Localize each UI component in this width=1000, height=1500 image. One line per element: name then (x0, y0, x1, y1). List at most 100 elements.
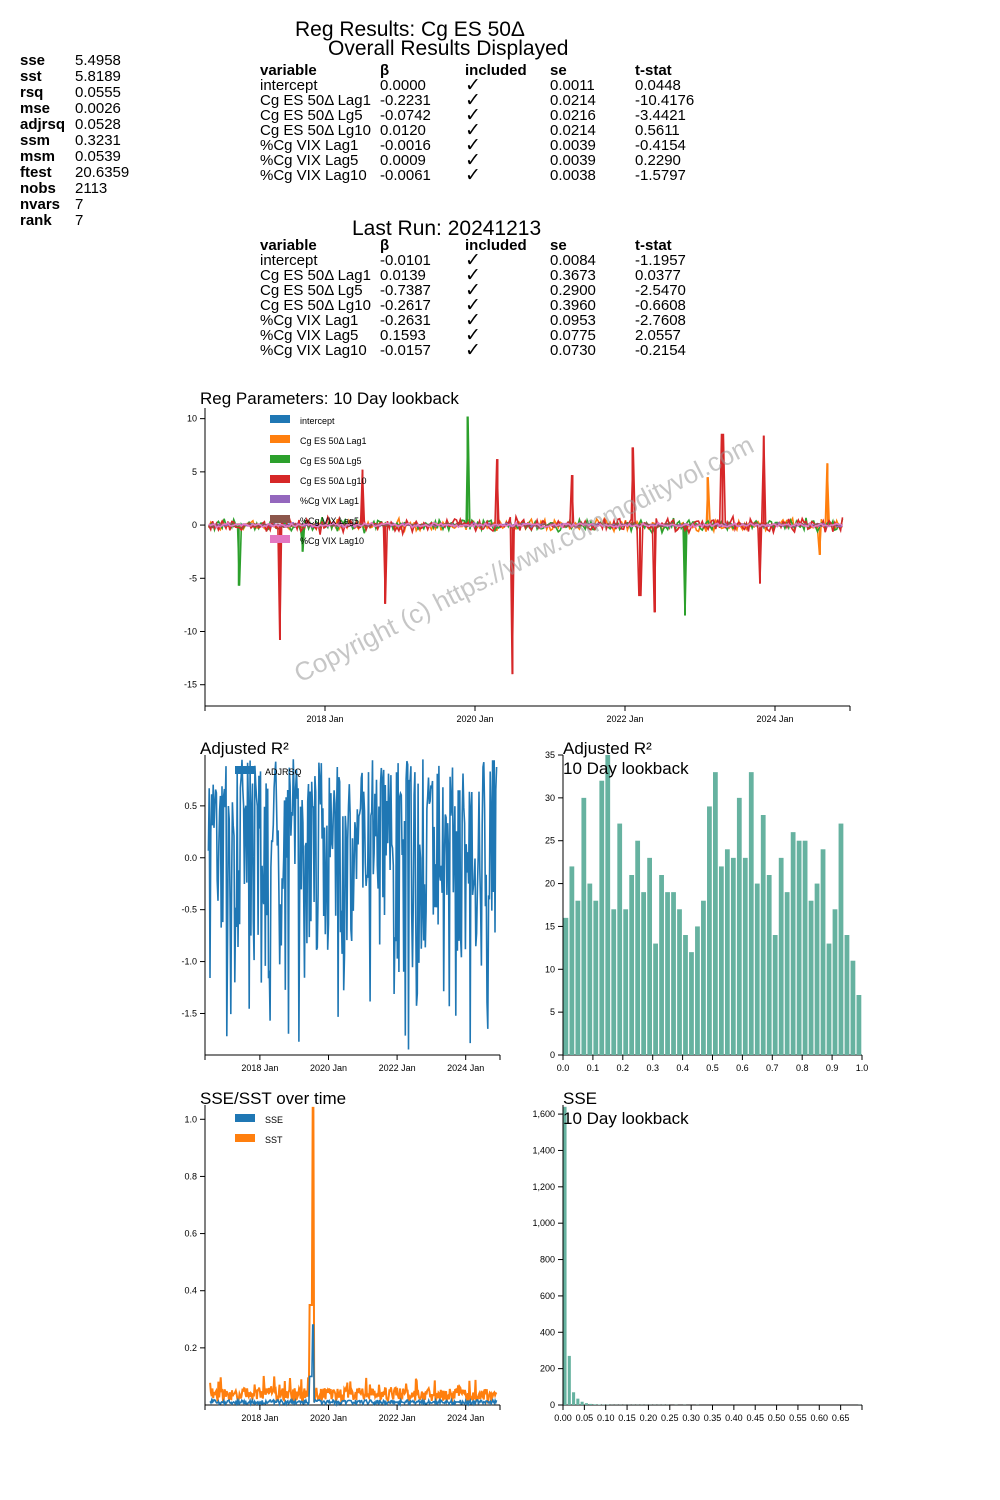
table-row: %Cg VIX Lag10 -0.0157 ✓ 0.0730 -0.2154 (260, 341, 720, 360)
stat-row-rsq: rsq 0.0555 (20, 85, 129, 101)
stat-key: rank (20, 212, 52, 229)
sse-hist-bar (584, 1403, 588, 1405)
adjrsq-hist-bar (635, 840, 641, 1055)
adjrsq-hist-bar (820, 849, 826, 1055)
table-cell: -0.2631 (380, 312, 431, 329)
table-cell: -2.5470 (635, 282, 686, 299)
adjrsq-hist-bar (605, 755, 611, 1055)
adjrsq-hist-bar (826, 943, 832, 1055)
x-tick-label: 0.20 (640, 1413, 658, 1423)
x-tick-label: 0.4 (676, 1063, 689, 1073)
adjrsq-hist-bar (563, 917, 569, 1055)
sse-hist-bar (572, 1392, 576, 1405)
stat-value: 2113 (75, 180, 108, 197)
table-cell: Cg ES 50Δ Lg5 (260, 282, 363, 299)
table-cell: 0.0377 (635, 267, 681, 284)
adjrsq-hist-bar (641, 892, 647, 1055)
adjrsq-hist-bar (832, 909, 838, 1055)
table-cell: -0.0061 (380, 167, 431, 184)
sse-hist-title: SSE (563, 1089, 598, 1108)
table-row: %Cg VIX Lag1 -0.2631 ✓ 0.0953 -2.7608 (260, 311, 720, 330)
adjrsq-hist-bar (707, 806, 712, 1055)
table-cell: 0.0039 (550, 152, 596, 169)
table-cell: %Cg VIX Lag1 (260, 137, 359, 154)
y-tick-label: 5 (192, 467, 197, 477)
x-tick-label: 0.00 (554, 1413, 572, 1423)
table-cell: 0.5611 (635, 122, 680, 139)
table-cell: 0.0448 (635, 77, 681, 94)
adjrsq-hist-bar (748, 772, 754, 1055)
table-cell: 0.2900 (550, 282, 596, 299)
legend-swatch (270, 495, 290, 503)
table-cell: -3.4421 (635, 107, 686, 124)
x-tick-label: 2020 Jan (310, 1413, 347, 1423)
legend-label: SST (265, 1135, 283, 1145)
table-cell: %Cg VIX Lag1 (260, 312, 359, 329)
adjrsq-hist-bar (838, 823, 844, 1055)
table-cell: %Cg VIX Lag10 (260, 167, 367, 184)
y-tick-label: 0.0 (184, 853, 197, 863)
table-cell: 0.1593 (380, 327, 426, 344)
y-tick-label: 5 (550, 1007, 555, 1017)
y-tick-label: 0 (550, 1050, 555, 1060)
stat-row-mse: mse 0.0026 (20, 101, 129, 117)
stat-key: nobs (20, 180, 56, 197)
adjrsq-hist-bar (760, 815, 766, 1055)
table-cell: 0.3673 (550, 267, 596, 284)
y-tick-label: 35 (545, 750, 555, 760)
stat-key: sse (20, 52, 46, 69)
table-cell: ✓ (465, 75, 481, 96)
table-cell: 0.0000 (380, 77, 426, 94)
adjrsq-hist-bar (766, 875, 772, 1055)
stat-key: rsq (20, 84, 44, 101)
x-tick-label: 0.65 (832, 1413, 850, 1423)
y-tick-label: 30 (545, 793, 555, 803)
stat-row-ssm: ssm 0.3231 (20, 133, 129, 149)
table-row: Cg ES 50Δ Lag1 0.0139 ✓ 0.3673 0.0377 (260, 266, 720, 285)
table-cell: intercept (260, 77, 318, 94)
legend-swatch (235, 1134, 255, 1142)
adjrsq-hist-bar (808, 900, 814, 1055)
table-cell: -0.2154 (635, 342, 686, 359)
stat-value: 0.3231 (75, 132, 121, 149)
adjrsq-hist-bar (623, 909, 629, 1055)
adjrsq-hist-bar (724, 849, 730, 1055)
table-header: variable β included se t-stat (260, 238, 720, 253)
table-row: %Cg VIX Lag1 -0.0016 ✓ 0.0039 -0.4154 (260, 136, 720, 155)
y-tick-label: -1.5 (181, 1008, 197, 1018)
stat-key: ftest (20, 164, 52, 181)
stat-row-adjrsq: adjrsq 0.0528 (20, 117, 129, 133)
adjrsq-hist-bar (677, 909, 682, 1055)
x-tick-label: 2024 Jan (447, 1063, 484, 1073)
x-tick-label: 0.25 (661, 1413, 679, 1423)
legend-swatch (270, 535, 290, 543)
x-tick-label: 2018 Jan (241, 1413, 278, 1423)
table-row: Cg ES 50Δ Lg10 -0.2617 ✓ 0.3960 -0.6608 (260, 296, 720, 315)
x-tick-label: 0.7 (766, 1063, 779, 1073)
column-header: se (550, 62, 567, 79)
adjrsq-hist-bar (629, 875, 635, 1055)
y-tick-label: 0.5 (184, 801, 197, 811)
y-tick-label: -15 (184, 680, 197, 690)
adjrsq-hist-bar (581, 797, 587, 1055)
table-cell: -0.0157 (380, 342, 431, 359)
table-cell: 0.0084 (550, 252, 596, 269)
x-tick-label: 2020 Jan (456, 714, 493, 724)
adjrsq-hist-bar (742, 857, 748, 1055)
adjrsq-hist-bar (665, 892, 670, 1055)
y-tick-label: 1.0 (184, 1114, 197, 1124)
legend-label: intercept (300, 416, 335, 426)
adjrsq-hist-bar (718, 866, 724, 1055)
reg-params-series (207, 416, 844, 675)
adjrsq-hist-bar (713, 772, 718, 1055)
legend-swatch (270, 515, 290, 523)
overall-subtitle: Overall Results Displayed (328, 37, 569, 60)
y-tick-label: 0.4 (184, 1286, 197, 1296)
stat-key: mse (20, 100, 51, 117)
table-header: variable β included se t-stat (260, 63, 720, 78)
x-tick-label: 0.6 (736, 1063, 749, 1073)
stat-key: ssm (20, 132, 51, 149)
table-cell: intercept (260, 252, 318, 269)
y-tick-label: 600 (540, 1291, 555, 1301)
